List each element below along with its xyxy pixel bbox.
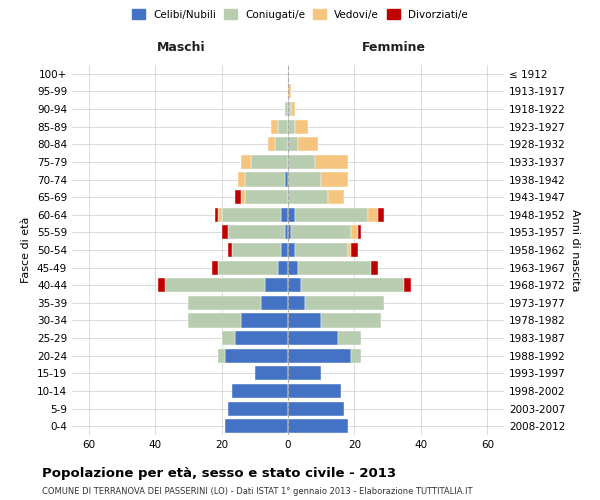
Bar	[288, 402, 344, 415]
Bar	[218, 260, 278, 274]
Bar	[188, 296, 262, 310]
Bar	[288, 419, 348, 433]
Bar	[278, 260, 288, 274]
Y-axis label: Anni di nascita: Anni di nascita	[569, 209, 580, 291]
Bar	[368, 208, 378, 222]
Text: COMUNE DI TERRANOVA DEI PASSERINI (LO) - Dati ISTAT 1° gennaio 2013 - Elaborazio: COMUNE DI TERRANOVA DEI PASSERINI (LO) -…	[42, 488, 473, 496]
Bar	[288, 243, 295, 257]
Bar	[351, 348, 361, 363]
Bar	[338, 331, 361, 345]
Bar	[298, 260, 371, 274]
Bar	[221, 226, 228, 239]
Bar	[358, 226, 361, 239]
Bar	[232, 384, 288, 398]
Bar	[218, 208, 221, 222]
Bar	[268, 137, 275, 152]
Bar	[281, 208, 288, 222]
Bar	[321, 314, 381, 328]
Bar	[404, 278, 411, 292]
Bar	[378, 208, 385, 222]
Bar	[288, 331, 338, 345]
Bar	[284, 102, 288, 116]
Bar	[165, 278, 265, 292]
Bar	[288, 172, 321, 186]
Bar	[292, 102, 295, 116]
Bar	[271, 120, 278, 134]
Bar	[298, 137, 318, 152]
Bar	[288, 226, 292, 239]
Bar	[288, 120, 295, 134]
Bar	[245, 190, 288, 204]
Bar	[232, 243, 281, 257]
Bar	[212, 260, 218, 274]
Text: Popolazione per età, sesso e stato civile - 2013: Popolazione per età, sesso e stato civil…	[42, 468, 396, 480]
Bar	[371, 260, 378, 274]
Legend: Celibi/Nubili, Coniugati/e, Vedovi/e, Divorziati/e: Celibi/Nubili, Coniugati/e, Vedovi/e, Di…	[128, 5, 472, 24]
Bar	[288, 155, 314, 169]
Bar	[225, 419, 288, 433]
Bar	[235, 190, 241, 204]
Bar	[238, 172, 245, 186]
Bar	[228, 226, 284, 239]
Bar	[158, 278, 165, 292]
Bar	[295, 208, 368, 222]
Bar	[348, 243, 351, 257]
Bar	[255, 366, 288, 380]
Bar	[288, 384, 341, 398]
Bar	[218, 348, 225, 363]
Bar	[241, 190, 245, 204]
Bar	[288, 102, 292, 116]
Bar	[305, 296, 385, 310]
Bar	[228, 402, 288, 415]
Bar	[225, 348, 288, 363]
Bar	[288, 137, 298, 152]
Bar	[295, 120, 308, 134]
Bar	[221, 208, 281, 222]
Bar	[288, 296, 305, 310]
Bar	[288, 84, 292, 98]
Bar	[288, 366, 321, 380]
Bar	[228, 243, 232, 257]
Text: Femmine: Femmine	[362, 42, 427, 54]
Bar	[284, 226, 288, 239]
Bar	[288, 278, 301, 292]
Bar	[288, 260, 298, 274]
Bar	[292, 226, 351, 239]
Bar	[284, 172, 288, 186]
Bar	[351, 243, 358, 257]
Bar	[235, 331, 288, 345]
Bar	[314, 155, 348, 169]
Bar	[288, 190, 328, 204]
Bar	[295, 243, 348, 257]
Bar	[351, 226, 358, 239]
Bar	[188, 314, 241, 328]
Bar	[321, 172, 348, 186]
Bar	[262, 296, 288, 310]
Bar	[245, 172, 284, 186]
Bar	[288, 208, 295, 222]
Bar	[265, 278, 288, 292]
Bar	[241, 314, 288, 328]
Bar	[241, 155, 251, 169]
Bar	[288, 314, 321, 328]
Bar	[278, 120, 288, 134]
Bar	[281, 243, 288, 257]
Bar	[275, 137, 288, 152]
Y-axis label: Fasce di età: Fasce di età	[22, 217, 31, 283]
Bar	[215, 208, 218, 222]
Bar	[221, 331, 235, 345]
Text: Maschi: Maschi	[157, 42, 206, 54]
Bar	[251, 155, 288, 169]
Bar	[288, 348, 351, 363]
Bar	[328, 190, 344, 204]
Bar	[301, 278, 404, 292]
